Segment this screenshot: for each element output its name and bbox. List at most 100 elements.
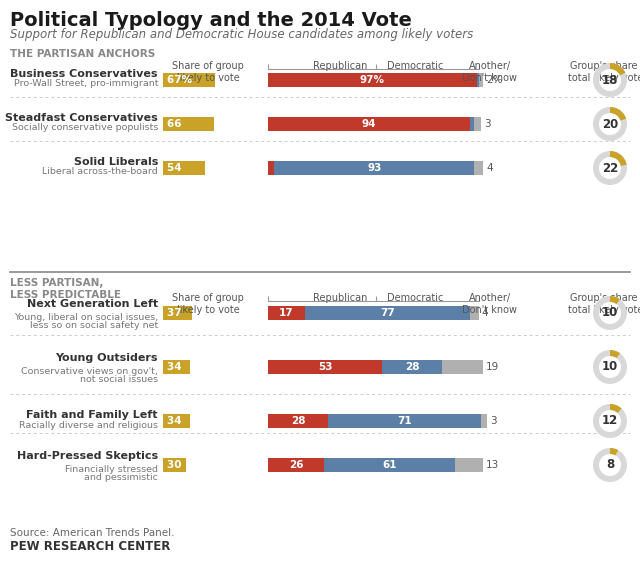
- Wedge shape: [593, 350, 627, 384]
- Wedge shape: [593, 404, 627, 438]
- Bar: [470, 117, 474, 131]
- Bar: [163, 73, 215, 87]
- Wedge shape: [610, 404, 621, 413]
- Bar: [163, 161, 205, 175]
- Text: Democratic: Democratic: [387, 61, 443, 71]
- Bar: [470, 306, 479, 320]
- Text: Pro-Wall Street, pro-immigrant: Pro-Wall Street, pro-immigrant: [13, 79, 158, 89]
- Text: Share of group
likely to vote: Share of group likely to vote: [172, 293, 244, 315]
- Text: 67%: 67%: [167, 75, 196, 85]
- Text: Young Outsiders: Young Outsiders: [56, 353, 158, 363]
- Bar: [268, 458, 324, 472]
- Wedge shape: [610, 350, 620, 358]
- Text: 22: 22: [602, 162, 618, 175]
- Text: less so on social safety net: less so on social safety net: [29, 321, 158, 331]
- Text: 66: 66: [167, 119, 185, 129]
- Text: Republican: Republican: [313, 293, 367, 303]
- Text: 17: 17: [279, 308, 294, 318]
- Text: Another/
Don't know: Another/ Don't know: [463, 61, 518, 83]
- Text: 77: 77: [380, 308, 395, 318]
- Text: 3: 3: [484, 119, 490, 129]
- Text: Solid Liberals: Solid Liberals: [74, 157, 158, 167]
- Text: Another/
Don't know: Another/ Don't know: [463, 293, 518, 315]
- Text: Socially conservative populists: Socially conservative populists: [12, 123, 158, 132]
- Bar: [163, 117, 214, 131]
- Bar: [268, 73, 477, 87]
- Text: 34: 34: [167, 362, 185, 372]
- Text: 28: 28: [405, 362, 419, 372]
- Text: 37: 37: [167, 308, 185, 318]
- Bar: [163, 360, 189, 374]
- Text: Liberal across-the-board: Liberal across-the-board: [42, 167, 158, 176]
- Bar: [474, 161, 483, 175]
- Bar: [163, 306, 192, 320]
- Text: Democratic: Democratic: [387, 293, 443, 303]
- Wedge shape: [593, 296, 627, 330]
- Bar: [268, 414, 328, 428]
- Wedge shape: [610, 151, 627, 166]
- Bar: [324, 458, 455, 472]
- Text: Group's share of
total likely voters: Group's share of total likely voters: [568, 293, 640, 315]
- Text: Share of group
likely to vote: Share of group likely to vote: [172, 61, 244, 83]
- Bar: [481, 414, 487, 428]
- Text: 8: 8: [606, 459, 614, 472]
- Text: 26: 26: [289, 460, 303, 470]
- Text: 94: 94: [362, 119, 376, 129]
- Text: Republican: Republican: [313, 61, 367, 71]
- Text: not social issues: not social issues: [80, 376, 158, 384]
- Text: Support for Republican and Democratic House candidates among likely voters: Support for Republican and Democratic Ho…: [10, 28, 473, 41]
- Text: Group's share of
total likely voters: Group's share of total likely voters: [568, 61, 640, 83]
- Wedge shape: [593, 448, 627, 482]
- Bar: [474, 117, 481, 131]
- Text: Business Conservatives: Business Conservatives: [10, 69, 158, 79]
- Text: Political Typology and the 2014 Vote: Political Typology and the 2014 Vote: [10, 11, 412, 30]
- Text: Steadfast Conservatives: Steadfast Conservatives: [5, 113, 158, 123]
- Text: 61: 61: [382, 460, 397, 470]
- Text: 19: 19: [486, 362, 499, 372]
- Text: Source: American Trends Panel.: Source: American Trends Panel.: [10, 528, 175, 538]
- Bar: [479, 73, 483, 87]
- Bar: [163, 414, 189, 428]
- Text: 12: 12: [602, 415, 618, 428]
- Bar: [328, 414, 481, 428]
- Text: 2%: 2%: [486, 75, 502, 85]
- Bar: [382, 360, 442, 374]
- Text: 4: 4: [486, 163, 493, 173]
- Text: THE PARTISAN ANCHORS: THE PARTISAN ANCHORS: [10, 49, 156, 59]
- Bar: [268, 360, 382, 374]
- Text: Young, liberal on social issues,: Young, liberal on social issues,: [13, 312, 158, 321]
- Text: 97%: 97%: [360, 75, 385, 85]
- Text: Next Generation Left: Next Generation Left: [27, 299, 158, 309]
- Text: 93: 93: [367, 163, 381, 173]
- Wedge shape: [610, 63, 625, 75]
- Text: 3: 3: [490, 416, 497, 426]
- Text: LESS PARTISAN,
LESS PREDICTABLE: LESS PARTISAN, LESS PREDICTABLE: [10, 278, 121, 300]
- Text: 13: 13: [486, 460, 499, 470]
- Bar: [455, 458, 483, 472]
- Text: 30: 30: [167, 460, 185, 470]
- Text: Financially stressed: Financially stressed: [65, 464, 158, 473]
- Text: Conservative views on gov't,: Conservative views on gov't,: [21, 367, 158, 376]
- Bar: [268, 306, 305, 320]
- Text: and pessimistic: and pessimistic: [84, 473, 158, 482]
- Wedge shape: [593, 151, 627, 185]
- Bar: [477, 73, 479, 87]
- Text: PEW RESEARCH CENTER: PEW RESEARCH CENTER: [10, 540, 170, 553]
- Bar: [163, 458, 186, 472]
- Wedge shape: [593, 63, 627, 97]
- Text: 53: 53: [317, 362, 332, 372]
- Text: 54: 54: [167, 163, 185, 173]
- Bar: [275, 161, 474, 175]
- Bar: [442, 360, 483, 374]
- Text: Hard-Pressed Skeptics: Hard-Pressed Skeptics: [17, 451, 158, 461]
- Text: 71: 71: [397, 416, 412, 426]
- Text: 18: 18: [602, 74, 618, 86]
- Text: 34: 34: [167, 416, 185, 426]
- Bar: [268, 161, 275, 175]
- Text: 28: 28: [291, 416, 305, 426]
- Text: 10: 10: [602, 307, 618, 320]
- Bar: [268, 117, 470, 131]
- Text: Racially diverse and religious: Racially diverse and religious: [19, 420, 158, 429]
- Wedge shape: [610, 448, 618, 455]
- Wedge shape: [610, 107, 626, 120]
